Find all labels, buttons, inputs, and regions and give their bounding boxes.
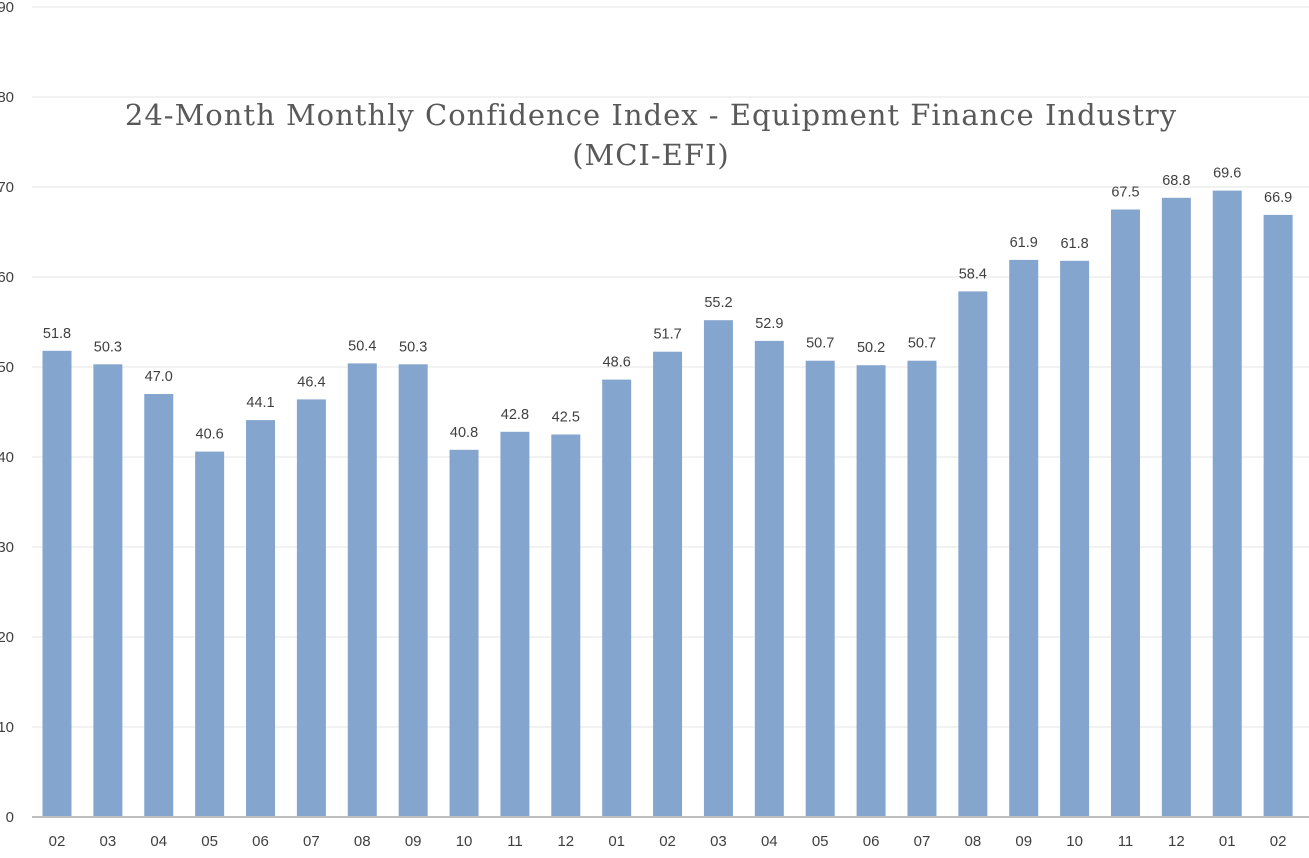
- chart-title-line-2: (MCI-EFI): [572, 138, 730, 172]
- bar: [42, 350, 72, 817]
- x-tick-label: 05: [201, 833, 218, 850]
- bar: [347, 363, 377, 817]
- x-axis-ticks: 02 03 04 05 06 07 08 09 10 11 12 01 02 03 04 05 06 07 08 09…: [49, 833, 1287, 850]
- data-label: 61.8: [1060, 236, 1088, 252]
- bar: [754, 340, 784, 817]
- bar: [551, 434, 581, 817]
- data-label: 50.4: [348, 338, 376, 354]
- bar: [1060, 260, 1090, 817]
- data-label: 50.7: [908, 336, 936, 352]
- x-tick-label: 11: [1118, 833, 1134, 850]
- y-tick-label: 30: [0, 539, 14, 556]
- data-label: 67.5: [1111, 185, 1139, 201]
- y-tick-label: 80: [0, 89, 14, 106]
- data-label: 46.4: [297, 374, 325, 390]
- bar: [195, 451, 225, 817]
- bar: [144, 394, 174, 817]
- y-tick-label: 0: [6, 809, 14, 826]
- data-label: 68.8: [1162, 173, 1190, 189]
- bar: [805, 360, 835, 817]
- data-label: 51.8: [43, 326, 71, 342]
- y-tick-label: 90: [0, 0, 14, 16]
- bar: [602, 379, 632, 817]
- bar: [1212, 190, 1242, 818]
- x-tick-label: 07: [914, 833, 931, 850]
- bar: [1009, 259, 1039, 817]
- data-label: 50.3: [94, 339, 122, 355]
- bar: [1263, 214, 1293, 817]
- chart-title: 24-Month Monthly Confidence Index - Equi…: [125, 98, 1177, 172]
- x-tick-label: 05: [812, 833, 829, 850]
- bar: [653, 351, 683, 817]
- x-tick-label: 02: [659, 833, 676, 850]
- data-label: 50.3: [399, 339, 427, 355]
- bar: [398, 364, 428, 817]
- data-label: 48.6: [603, 355, 631, 371]
- y-tick-label: 50: [0, 359, 14, 376]
- data-label: 66.9: [1264, 190, 1292, 206]
- bar: [296, 399, 326, 817]
- chart-title-line-1: 24-Month Monthly Confidence Index - Equi…: [125, 98, 1177, 132]
- x-tick-label: 11: [507, 833, 523, 850]
- bar: [856, 365, 886, 817]
- x-tick-label: 12: [557, 833, 574, 850]
- data-label: 51.7: [653, 327, 681, 343]
- data-label: 42.5: [552, 410, 580, 426]
- x-tick-label: 06: [252, 833, 269, 850]
- bar: [1110, 209, 1140, 817]
- x-tick-label: 09: [1015, 833, 1032, 850]
- data-label: 61.9: [1010, 235, 1038, 251]
- x-tick-label: 01: [1219, 833, 1236, 850]
- x-tick-label: 09: [405, 833, 422, 850]
- x-tick-label: 01: [608, 833, 625, 850]
- x-tick-label: 08: [964, 833, 981, 850]
- x-tick-label: 04: [150, 833, 167, 850]
- data-label: 52.9: [755, 316, 783, 332]
- x-tick-label: 03: [100, 833, 117, 850]
- bar: [907, 360, 937, 817]
- bar: [1161, 197, 1191, 818]
- bar: [449, 449, 479, 817]
- data-label: 50.2: [857, 340, 885, 356]
- x-tick-label: 06: [863, 833, 880, 850]
- y-tick-label: 40: [0, 449, 14, 466]
- y-tick-label: 20: [0, 629, 14, 646]
- bar: [958, 291, 988, 817]
- y-tick-label: 70: [0, 179, 14, 196]
- x-tick-label: 02: [49, 833, 66, 850]
- x-tick-label: 08: [354, 833, 371, 850]
- y-tick-label: 10: [0, 719, 14, 736]
- bar: [93, 364, 123, 817]
- data-labels: 51.8 50.3 47.0 40.6 44.1 46.4 50.4 50.3 40.8 42.8…: [43, 166, 1292, 443]
- data-label: 69.6: [1213, 166, 1241, 182]
- x-tick-label: 03: [710, 833, 727, 850]
- bar: [703, 320, 733, 817]
- data-label: 58.4: [959, 266, 987, 282]
- y-tick-label: 60: [0, 269, 14, 286]
- x-tick-label: 02: [1270, 833, 1287, 850]
- data-label: 40.6: [196, 427, 224, 443]
- data-label: 42.8: [501, 407, 529, 423]
- x-tick-label: 10: [456, 833, 473, 850]
- x-tick-label: 07: [303, 833, 320, 850]
- x-tick-label: 10: [1066, 833, 1083, 850]
- bar: [246, 420, 276, 817]
- data-label: 47.0: [145, 369, 173, 385]
- x-tick-label: 04: [761, 833, 778, 850]
- data-label: 55.2: [704, 295, 732, 311]
- x-tick-label: 12: [1168, 833, 1185, 850]
- data-label: 44.1: [246, 395, 274, 411]
- y-axis-ticks: 0 10 20 30 40 50 60 70 80 90: [0, 0, 14, 826]
- bars: [42, 190, 1293, 818]
- data-label: 40.8: [450, 425, 478, 441]
- data-label: 50.7: [806, 336, 834, 352]
- bar: [500, 431, 530, 817]
